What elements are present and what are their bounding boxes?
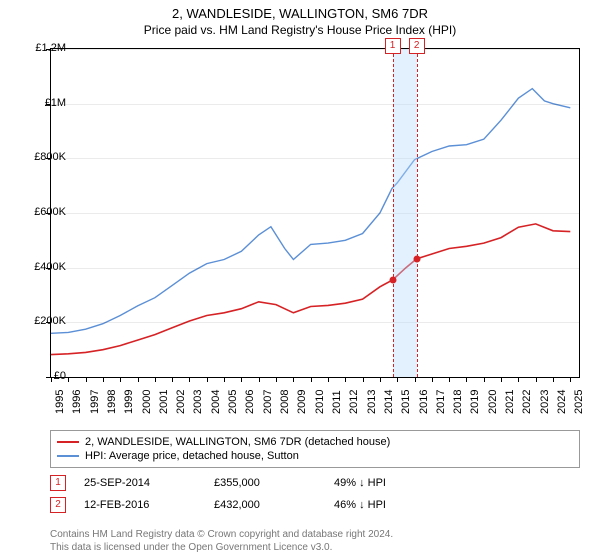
series-line-hpi: [51, 89, 570, 334]
x-axis-label: 1999: [123, 390, 135, 414]
x-axis-label: 2008: [279, 390, 291, 414]
legend-swatch: [57, 455, 79, 457]
x-axis-label: 2007: [262, 390, 274, 414]
sale-dot: [389, 276, 396, 283]
legend-swatch: [57, 441, 79, 443]
x-axis-label: 1998: [106, 390, 118, 414]
sale-price: £432,000: [214, 499, 334, 511]
x-axis-label: 2015: [400, 390, 412, 414]
x-axis-label: 2001: [158, 390, 170, 414]
chart-container: 2, WANDLESIDE, WALLINGTON, SM6 7DR Price…: [0, 0, 600, 560]
x-axis-label: 2006: [244, 390, 256, 414]
x-axis-label: 2024: [556, 390, 568, 414]
x-axis-label: 2002: [175, 390, 187, 414]
x-axis-label: 2009: [296, 390, 308, 414]
sale-row: 2 12-FEB-2016£432,00046% ↓ HPI: [50, 494, 580, 516]
x-axis-label: 1997: [89, 390, 101, 414]
legend-label: 2, WANDLESIDE, WALLINGTON, SM6 7DR (deta…: [85, 436, 390, 448]
x-axis-label: 2003: [192, 390, 204, 414]
y-axis-label: £800K: [22, 151, 66, 163]
x-axis-label: 2010: [314, 390, 326, 414]
y-axis-label: £600K: [22, 206, 66, 218]
sale-marker: 1: [385, 38, 401, 54]
y-axis-label: £0: [22, 370, 66, 382]
x-axis-label: 2000: [141, 390, 153, 414]
x-axis-label: 2018: [452, 390, 464, 414]
plot-area: 12: [50, 48, 580, 378]
x-axis-label: 2023: [539, 390, 551, 414]
x-axis-label: 2004: [210, 390, 222, 414]
footnote-line: This data is licensed under the Open Gov…: [50, 542, 332, 553]
sale-dot: [413, 255, 420, 262]
x-axis-label: 2016: [418, 390, 430, 414]
x-axis-label: 2022: [521, 390, 533, 414]
sale-row-marker: 1: [50, 475, 66, 491]
legend-item: HPI: Average price, detached house, Sutt…: [57, 449, 573, 463]
chart-subtitle: Price paid vs. HM Land Registry's House …: [0, 21, 600, 37]
sale-hpi: 49% ↓ HPI: [334, 477, 494, 489]
sale-row-marker: 2: [50, 497, 66, 513]
x-axis-label: 1996: [71, 390, 83, 414]
x-axis-label: 1995: [54, 390, 66, 414]
sale-hpi: 46% ↓ HPI: [334, 499, 494, 511]
sale-date: 12-FEB-2016: [84, 499, 214, 511]
x-axis-label: 2005: [227, 390, 239, 414]
x-axis-label: 2025: [573, 390, 585, 414]
y-axis-label: £400K: [22, 261, 66, 273]
x-axis-label: 2014: [383, 390, 395, 414]
series-line-property: [51, 224, 570, 355]
x-axis-label: 2012: [348, 390, 360, 414]
x-axis-label: 2020: [487, 390, 499, 414]
sale-marker: 2: [409, 38, 425, 54]
x-axis-label: 2013: [366, 390, 378, 414]
legend-item: 2, WANDLESIDE, WALLINGTON, SM6 7DR (deta…: [57, 435, 573, 449]
footnote: Contains HM Land Registry data © Crown c…: [50, 528, 580, 554]
sale-price: £355,000: [214, 477, 334, 489]
footnote-line: Contains HM Land Registry data © Crown c…: [50, 529, 393, 540]
sale-date: 25-SEP-2014: [84, 477, 214, 489]
x-axis-label: 2011: [331, 390, 343, 414]
chart-title: 2, WANDLESIDE, WALLINGTON, SM6 7DR: [0, 0, 600, 21]
x-axis-label: 2017: [435, 390, 447, 414]
sale-row: 1 25-SEP-2014£355,00049% ↓ HPI: [50, 472, 580, 494]
x-axis-label: 2019: [469, 390, 481, 414]
y-axis-label: £200K: [22, 315, 66, 327]
sale-table: 1 25-SEP-2014£355,00049% ↓ HPI 2 12-FEB-201…: [50, 472, 580, 516]
legend-label: HPI: Average price, detached house, Sutt…: [85, 450, 299, 462]
y-axis-label: £1.2M: [22, 42, 66, 54]
x-axis-label: 2021: [504, 390, 516, 414]
y-axis-label: £1M: [22, 97, 66, 109]
legend-box: 2, WANDLESIDE, WALLINGTON, SM6 7DR (deta…: [50, 430, 580, 468]
